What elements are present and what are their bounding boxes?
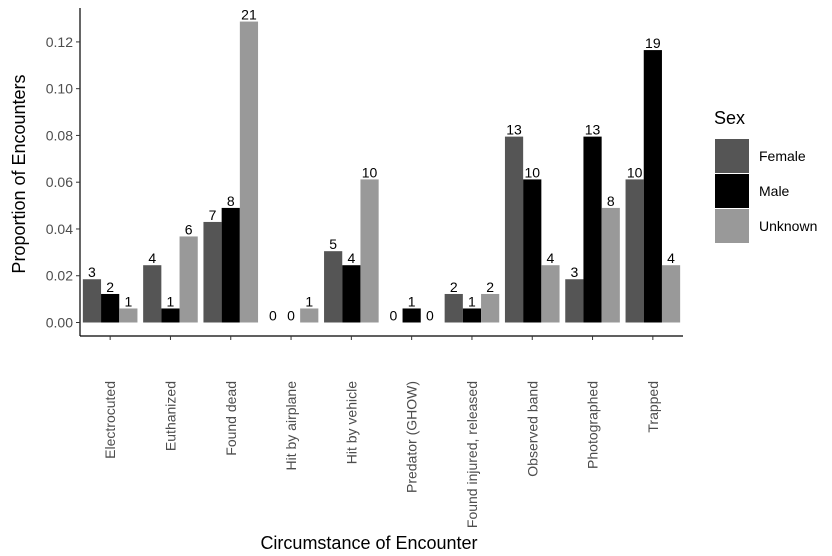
x-tick-label-2: Euthanized bbox=[162, 381, 178, 451]
data-label-male-3: 8 bbox=[227, 193, 235, 209]
x-tick-label-6: Predator (GHOW) bbox=[404, 381, 420, 493]
data-label-male-8: 10 bbox=[524, 164, 540, 180]
data-label-unknown-3: 21 bbox=[241, 7, 257, 23]
y-axis: 0.00 0.02 0.04 0.06 0.08 0.10 0.12 bbox=[46, 8, 81, 336]
data-label-female-1: 3 bbox=[88, 264, 96, 280]
bar-female-1 bbox=[82, 279, 102, 323]
x-tick-label-9: Photographed bbox=[585, 381, 601, 469]
x-tick-label-8: Observed band bbox=[524, 381, 540, 477]
legend-label-male: Male bbox=[759, 183, 790, 199]
bar-unknown-9 bbox=[601, 207, 620, 323]
x-tick-label-3: Found dead bbox=[223, 381, 239, 456]
legend-title: Sex bbox=[714, 108, 745, 128]
legend-label-female: Female bbox=[759, 148, 806, 164]
data-label-unknown-2: 6 bbox=[185, 221, 193, 237]
bar-female-9 bbox=[565, 279, 584, 323]
legend-swatch-male bbox=[715, 174, 749, 208]
bar-male-6 bbox=[402, 308, 421, 323]
bars-group bbox=[82, 21, 681, 323]
bar-male-9 bbox=[583, 136, 602, 323]
data-label-unknown-6: 0 bbox=[426, 308, 434, 324]
y-tick-label-1: 0.02 bbox=[46, 268, 73, 284]
data-label-female-4: 0 bbox=[269, 308, 277, 324]
bar-unknown-3 bbox=[239, 21, 259, 323]
bar-male-1 bbox=[101, 293, 120, 323]
data-label-male-7: 1 bbox=[468, 293, 476, 309]
data-label-unknown-8: 4 bbox=[547, 250, 555, 266]
bar-female-2 bbox=[143, 265, 162, 323]
x-axis: Electrocuted Euthanized Found dead Hit by a… bbox=[80, 335, 683, 528]
bar-male-3 bbox=[221, 207, 240, 323]
data-label-female-8: 13 bbox=[506, 122, 522, 138]
legend-swatch-female bbox=[715, 139, 749, 173]
x-tick-label-4: Hit by airplane bbox=[283, 381, 299, 471]
data-label-unknown-5: 10 bbox=[362, 164, 378, 180]
y-tick-label-5: 0.10 bbox=[46, 81, 73, 97]
data-label-unknown-1: 1 bbox=[124, 293, 132, 309]
data-label-female-10: 10 bbox=[627, 164, 643, 180]
data-label-female-6: 0 bbox=[390, 308, 398, 324]
legend-swatch-unknown bbox=[715, 209, 749, 243]
data-label-male-2: 1 bbox=[167, 293, 175, 309]
x-tick-label-5: Hit by vehicle bbox=[343, 381, 359, 464]
bar-female-3 bbox=[203, 221, 222, 323]
data-label-female-2: 4 bbox=[148, 250, 156, 266]
bar-unknown-7 bbox=[481, 293, 500, 323]
bar-female-7 bbox=[444, 293, 463, 323]
bar-unknown-5 bbox=[360, 179, 379, 323]
legend-label-unknown: Unknown bbox=[759, 218, 817, 234]
data-label-male-4: 0 bbox=[287, 308, 295, 324]
bar-female-10 bbox=[625, 179, 644, 323]
bar-unknown-10 bbox=[661, 265, 681, 323]
data-label-male-5: 4 bbox=[347, 250, 355, 266]
data-label-unknown-4: 1 bbox=[305, 293, 313, 309]
data-label-female-7: 2 bbox=[450, 279, 458, 295]
y-tick-label-0: 0.00 bbox=[46, 315, 73, 331]
data-label-male-10: 19 bbox=[645, 35, 661, 51]
y-axis-title: Proportion of Encounters bbox=[9, 74, 29, 273]
data-label-unknown-7: 2 bbox=[486, 279, 494, 295]
legend: Sex Female Male Unknown bbox=[714, 108, 817, 243]
bar-unknown-1 bbox=[119, 308, 138, 323]
bar-female-8 bbox=[504, 136, 524, 323]
bar-unknown-8 bbox=[541, 265, 560, 323]
y-tick-label-3: 0.06 bbox=[46, 174, 73, 190]
x-tick-label-10: Trapped bbox=[645, 381, 661, 433]
bar-male-10 bbox=[643, 50, 662, 323]
x-tick-label-7: Found injured, released bbox=[464, 381, 480, 528]
data-label-female-5: 5 bbox=[329, 236, 337, 252]
data-label-unknown-9: 8 bbox=[607, 193, 615, 209]
bar-unknown-2 bbox=[179, 236, 198, 323]
bar-male-7 bbox=[462, 308, 482, 323]
bar-female-5 bbox=[324, 251, 343, 323]
x-axis-title: Circumstance of Encounter bbox=[260, 533, 477, 553]
x-tick-label-1: Electrocuted bbox=[102, 381, 118, 459]
bar-unknown-4 bbox=[300, 308, 319, 323]
data-label-male-9: 13 bbox=[585, 122, 601, 138]
data-label-unknown-10: 4 bbox=[667, 250, 675, 266]
data-label-male-1: 2 bbox=[106, 279, 114, 295]
bar-male-5 bbox=[342, 265, 361, 323]
bar-male-2 bbox=[161, 308, 180, 323]
y-tick-label-4: 0.08 bbox=[46, 127, 73, 143]
data-label-female-3: 7 bbox=[209, 207, 217, 223]
y-tick-label-2: 0.04 bbox=[46, 221, 73, 237]
data-label-female-9: 3 bbox=[570, 264, 578, 280]
data-label-male-6: 1 bbox=[408, 293, 416, 309]
bar-male-8 bbox=[523, 179, 542, 323]
y-tick-label-6: 0.12 bbox=[46, 34, 73, 50]
